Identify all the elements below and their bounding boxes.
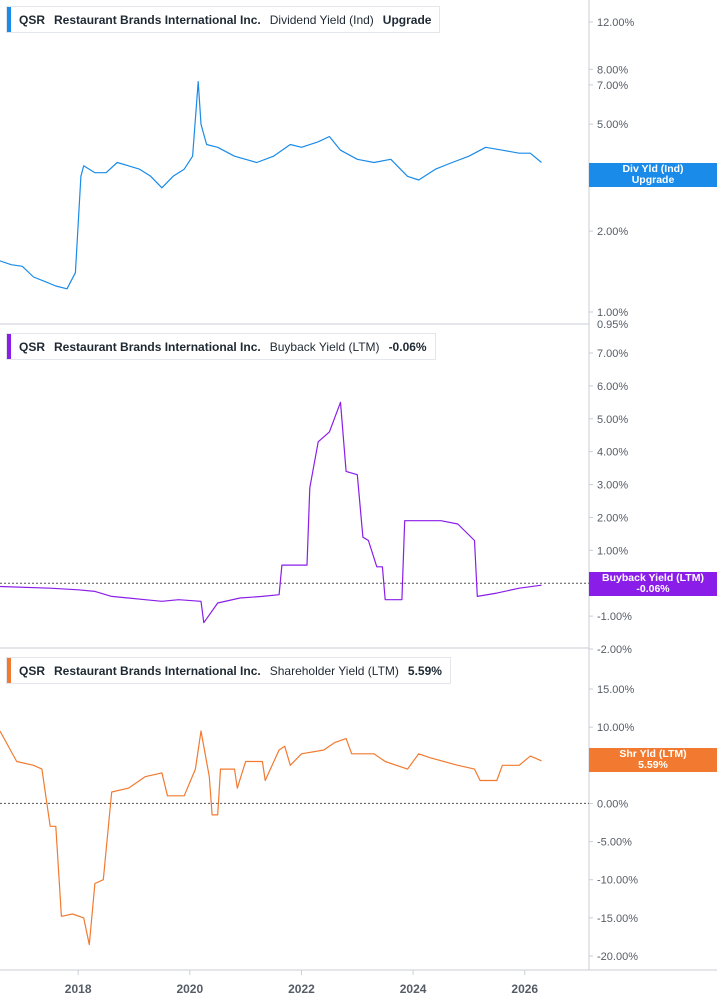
- y-tick-label: 15.00%: [597, 684, 635, 696]
- x-tick-label: 2022: [288, 982, 315, 996]
- y-tick-label: 2.00%: [597, 226, 628, 238]
- x-tick-label: 2024: [400, 982, 427, 996]
- legend-value: -0.06%: [388, 339, 427, 354]
- y-tick-label: 1.00%: [597, 545, 628, 557]
- legend-swatch-dividend: [7, 7, 11, 32]
- y-tick-label: 0.95%: [597, 319, 628, 331]
- legend-metric: Buyback Yield (LTM): [269, 339, 380, 354]
- legend-company: Restaurant Brands International Inc.: [54, 339, 261, 354]
- y-tick-label: 10.00%: [597, 722, 635, 734]
- legend-value[interactable]: Upgrade: [382, 12, 432, 27]
- legend-dividend-yield[interactable]: QSR Restaurant Brands International Inc.…: [6, 6, 441, 33]
- y-tick-label: -10.00%: [597, 875, 638, 887]
- x-tick-label: 2020: [176, 982, 203, 996]
- legend-company: Restaurant Brands International Inc.: [54, 12, 261, 27]
- value-tag-value: 5.59%: [638, 759, 668, 771]
- legend-value: 5.59%: [407, 663, 442, 678]
- y-tick-label: 4.00%: [597, 447, 628, 459]
- x-tick-label: 2026: [511, 982, 538, 996]
- legend-swatch-buyback: [7, 334, 11, 359]
- legend-swatch-shareholder: [7, 658, 11, 683]
- value-tag-shareholder: Shr Yld (LTM) 5.59%: [589, 748, 717, 772]
- y-tick-label: 6.00%: [597, 381, 628, 393]
- legend-buyback-yield[interactable]: QSR Restaurant Brands International Inc.…: [6, 333, 436, 360]
- legend-metric: Dividend Yield (Ind): [269, 12, 374, 27]
- y-tick-label: 5.00%: [597, 414, 628, 426]
- value-tag-value: Upgrade: [631, 174, 675, 186]
- y-tick-label: 1.00%: [597, 307, 628, 319]
- y-tick-label: 2.00%: [597, 512, 628, 524]
- value-tag-dividend: Div Yld (Ind) Upgrade: [589, 163, 717, 187]
- y-tick-label: 7.00%: [597, 348, 628, 360]
- value-tag-value: -0.06%: [636, 583, 670, 595]
- value-tag-buyback: Buyback Yield (LTM) -0.06%: [589, 572, 717, 596]
- legend-shareholder-yield[interactable]: QSR Restaurant Brands International Inc.…: [6, 657, 451, 684]
- y-tick-label: -1.00%: [597, 611, 632, 623]
- value-tag-label: Buyback Yield (LTM): [602, 572, 704, 584]
- series-line: [0, 80, 542, 290]
- y-tick-label: 12.00%: [597, 17, 635, 29]
- legend-ticker: QSR: [19, 339, 46, 354]
- y-tick-label: 5.00%: [597, 119, 628, 131]
- legend-company: Restaurant Brands International Inc.: [54, 663, 261, 678]
- y-tick-label: 7.00%: [597, 80, 628, 92]
- series-line: [0, 730, 542, 946]
- y-tick-label: 0.00%: [597, 798, 628, 810]
- y-tick-label: -5.00%: [597, 837, 632, 849]
- y-tick-label: -2.00%: [597, 644, 632, 656]
- x-tick-label: 2018: [65, 982, 92, 996]
- legend-ticker: QSR: [19, 663, 46, 678]
- y-tick-label: -20.00%: [597, 951, 638, 963]
- y-tick-label: 8.00%: [597, 64, 628, 76]
- value-tag-label: Div Yld (Ind): [622, 163, 684, 175]
- value-tag-label: Shr Yld (LTM): [619, 748, 687, 760]
- legend-ticker: QSR: [19, 12, 46, 27]
- series-line: [0, 401, 542, 624]
- y-tick-label: -15.00%: [597, 913, 638, 925]
- legend-metric: Shareholder Yield (LTM): [269, 663, 399, 678]
- y-tick-label: 3.00%: [597, 480, 628, 492]
